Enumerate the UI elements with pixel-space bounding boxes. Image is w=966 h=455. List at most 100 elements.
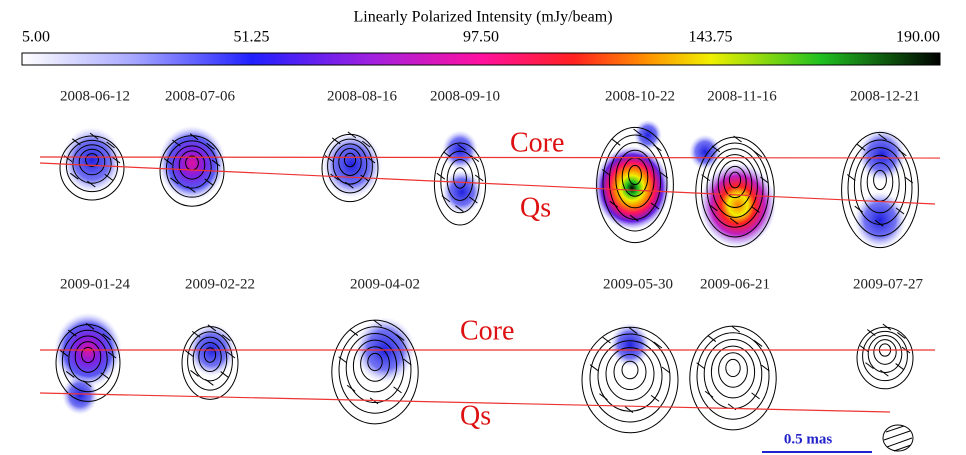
evpa-tick [191, 330, 201, 338]
evpa-tick [189, 133, 199, 141]
beam [882, 424, 914, 452]
epoch-label: 2009-05-30 [603, 276, 673, 292]
contour [605, 347, 655, 401]
contour [712, 154, 758, 218]
evpa-tick [395, 334, 405, 341]
polarized-emission [634, 119, 662, 151]
evpa-tick [753, 340, 763, 347]
contour [331, 319, 419, 425]
evpa-tick [349, 329, 359, 336]
contour [717, 159, 753, 209]
evpa-tick [866, 329, 876, 336]
evpa-tick [89, 132, 99, 140]
contour [725, 358, 741, 378]
contour [581, 326, 679, 434]
contour [74, 341, 102, 373]
evpa-tick [220, 371, 229, 378]
evpa-tick [711, 145, 721, 153]
evpa-tick [59, 349, 69, 357]
evpa-tick [701, 174, 710, 181]
evpa-tick [106, 141, 115, 149]
evpa-tick [172, 139, 181, 147]
colorbar-tick-label: 97.50 [463, 29, 499, 46]
core-label: Core [460, 315, 514, 346]
evpa-tick [653, 144, 662, 152]
contour [343, 152, 357, 168]
contour [440, 150, 480, 214]
evpa-tick [628, 327, 638, 334]
evpa-tick [441, 195, 451, 203]
evpa-tick [331, 137, 341, 145]
evpa-tick [347, 131, 357, 139]
evpa-tick [70, 172, 79, 180]
polarized-emission [854, 191, 906, 249]
evpa-tick [186, 185, 196, 193]
polarized-emission [700, 163, 776, 247]
evpa-tick [206, 142, 215, 150]
polarized-emission [594, 146, 670, 230]
evpa-tick [733, 135, 742, 143]
evpa-tick [882, 323, 892, 331]
contour [352, 339, 398, 393]
colorbar-title: Linearly Polarized Intensity (mJy/beam) [353, 9, 612, 26]
evpa-tick [589, 364, 599, 372]
contour [203, 347, 217, 363]
evpa-tick [611, 138, 621, 146]
contour [621, 360, 639, 380]
contour [613, 353, 647, 391]
evpa-tick [346, 384, 356, 392]
evpa-tick [865, 362, 874, 370]
contour [841, 131, 919, 249]
contour [345, 332, 405, 404]
evpa-tick [107, 351, 117, 359]
evpa-tick [436, 172, 446, 180]
colorbar-tick-label: 51.25 [234, 29, 270, 46]
qs-line [39, 392, 891, 413]
contour [85, 153, 99, 167]
contour [367, 352, 383, 372]
evpa-tick [751, 206, 760, 213]
polarized-emission [610, 323, 650, 367]
colorbar-ticks: 5.00 51.25 97.50 143.75 190.00 [22, 29, 940, 46]
contour [602, 134, 668, 232]
evpa-tick [760, 176, 769, 184]
evpa-tick [443, 151, 452, 159]
evpa-tick [68, 329, 77, 337]
contour [873, 339, 897, 365]
evpa-tick [104, 173, 114, 181]
evpa-tick [211, 159, 221, 167]
contour [172, 145, 212, 189]
colorbar-tick-label: 5.00 [22, 29, 50, 46]
evpa-tick [111, 156, 121, 164]
contour [332, 143, 368, 185]
epoch-label: 2008-06-12 [60, 88, 130, 104]
evpa-tick [345, 181, 354, 189]
evpa-tick [221, 334, 231, 342]
evpa-tick [854, 205, 864, 213]
evpa-tick [474, 174, 484, 182]
qs-label: Qs [520, 192, 551, 223]
evpa-tick [86, 180, 96, 188]
evpa-tick [624, 406, 634, 413]
evpa-tick [66, 371, 75, 378]
contour [867, 335, 903, 373]
epoch-label: 2009-06-21 [700, 276, 770, 292]
evpa-tick [204, 178, 214, 186]
evpa-tick [361, 140, 371, 148]
contour [59, 135, 125, 201]
evpa-tick [393, 386, 402, 394]
contour [706, 148, 764, 228]
contour [596, 126, 674, 244]
contour [856, 326, 914, 390]
evpa-tick [599, 393, 608, 401]
evpa-tick [898, 149, 907, 157]
contour [81, 346, 95, 364]
qs-line [39, 162, 936, 205]
evpa-tick [470, 155, 480, 163]
beam-hatch [883, 425, 913, 452]
evpa-tick [100, 372, 110, 380]
evpa-tick [650, 202, 660, 210]
epoch-label: 2008-09-10 [430, 88, 500, 104]
evpa-tick [190, 370, 199, 377]
